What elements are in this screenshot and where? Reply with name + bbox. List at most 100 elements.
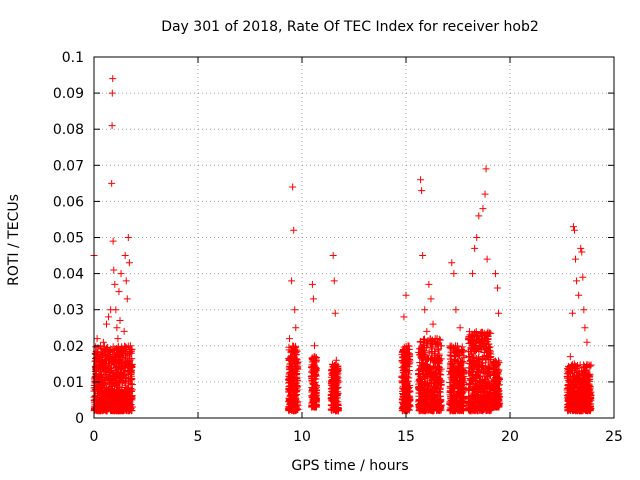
data-point <box>468 331 476 339</box>
data-point <box>423 327 431 335</box>
data-point <box>570 372 578 380</box>
data-point <box>490 367 498 375</box>
data-point <box>492 375 500 383</box>
data-point <box>309 397 317 405</box>
data-point <box>563 385 571 393</box>
chart-title: Day 301 of 2018, Rate Of TEC Index for r… <box>161 19 539 35</box>
data-point <box>416 358 424 366</box>
data-point <box>575 376 583 384</box>
data-point <box>435 364 443 372</box>
data-point <box>109 379 117 387</box>
data-point <box>570 226 578 234</box>
data-point <box>427 295 435 303</box>
data-point <box>457 381 465 389</box>
data-point <box>290 226 298 234</box>
data-point <box>587 400 595 408</box>
data-point <box>470 391 478 399</box>
data-point <box>312 392 320 400</box>
data-point <box>126 342 134 350</box>
data-point <box>568 405 576 413</box>
data-point <box>329 370 337 378</box>
data-point <box>124 234 132 241</box>
y-tick-label: 0.02 <box>53 339 84 355</box>
data-point <box>453 342 461 350</box>
data-point <box>118 395 126 403</box>
data-point <box>309 369 317 377</box>
data-point <box>406 356 414 364</box>
data-point <box>96 362 104 370</box>
data-point <box>101 398 109 406</box>
data-point <box>573 389 581 397</box>
data-point <box>419 354 427 362</box>
data-point <box>447 357 455 365</box>
data-point <box>108 89 116 97</box>
data-point <box>402 380 410 388</box>
data-point <box>483 255 491 263</box>
data-point <box>330 405 338 413</box>
data-point <box>284 388 292 396</box>
data-point <box>120 327 128 335</box>
data-point <box>101 381 109 389</box>
data-point <box>125 388 133 396</box>
data-point <box>312 363 320 371</box>
y-tick-label: 0.03 <box>53 303 84 319</box>
data-point <box>577 404 585 412</box>
data-point <box>474 361 482 369</box>
data-point <box>452 306 460 314</box>
data-point <box>480 353 488 361</box>
data-point <box>476 394 484 402</box>
data-point <box>122 345 130 353</box>
data-point <box>450 353 458 361</box>
grid-lines <box>94 57 614 418</box>
data-point <box>457 390 465 398</box>
data-point <box>475 212 483 220</box>
data-point <box>450 270 458 278</box>
data-point <box>468 378 476 386</box>
data-point <box>570 387 578 395</box>
data-point <box>467 345 475 353</box>
data-point <box>483 347 491 355</box>
data-point <box>416 386 424 394</box>
data-point <box>427 343 435 351</box>
data-point <box>111 393 119 401</box>
data-point <box>495 390 503 398</box>
data-point <box>585 387 593 395</box>
data-point <box>484 328 492 336</box>
data-point <box>583 363 591 371</box>
data-point <box>572 377 580 385</box>
data-point <box>491 397 499 405</box>
data-point <box>474 332 482 340</box>
data-point <box>572 255 580 263</box>
data-point <box>573 407 581 415</box>
data-point <box>430 393 438 401</box>
data-point <box>102 320 110 328</box>
data-point <box>308 402 316 410</box>
data-point <box>118 388 126 396</box>
data-point <box>436 398 444 406</box>
data-point <box>422 407 430 415</box>
data-point <box>292 324 300 332</box>
data-point <box>287 405 295 413</box>
data-point <box>117 270 125 278</box>
data-point <box>473 362 481 370</box>
data-point <box>569 223 577 231</box>
data-point <box>109 75 117 83</box>
data-point <box>475 388 483 396</box>
data-point <box>115 353 123 361</box>
data-point <box>403 368 411 376</box>
data-point <box>485 406 493 414</box>
data-point <box>473 406 481 414</box>
data-point <box>94 382 102 390</box>
data-point <box>579 379 587 387</box>
data-point <box>415 367 423 375</box>
data-point <box>468 386 476 394</box>
data-point <box>310 342 318 350</box>
data-point <box>470 365 478 373</box>
data-point <box>580 390 588 398</box>
data-point <box>573 277 581 285</box>
data-points <box>90 75 595 415</box>
data-point <box>93 335 101 343</box>
data-point <box>580 306 588 314</box>
data-point <box>429 387 437 395</box>
data-point <box>292 351 300 359</box>
